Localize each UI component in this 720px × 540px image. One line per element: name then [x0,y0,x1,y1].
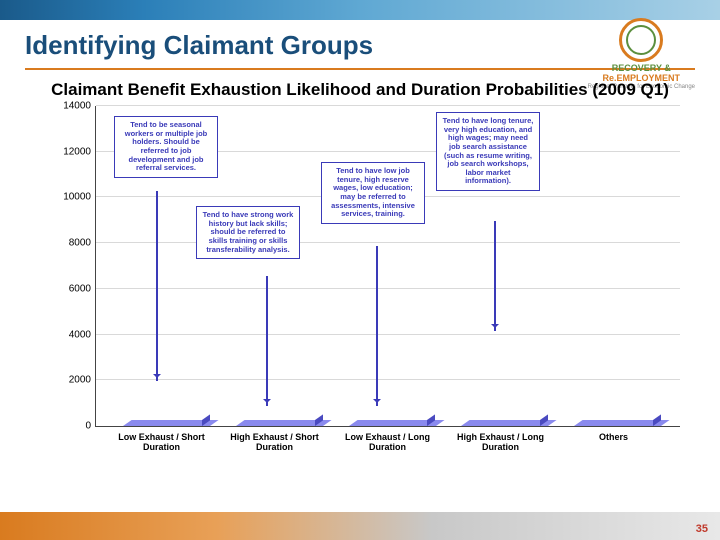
gridline [96,288,680,289]
callout-box: Tend to have long tenure, very high educ… [436,112,540,191]
callout-arrow [156,191,158,381]
x-label: Low Exhaust / Short Duration [105,433,218,453]
chart-title: Claimant Benefit Exhaustion Likelihood a… [40,80,680,100]
callout-box: Tend to have strong work history but lac… [196,206,300,259]
callout-box: Tend to be seasonal workers or multiple … [114,116,218,178]
slide-title: Identifying Claimant Groups [25,30,373,61]
x-label: Low Exhaust / Long Duration [331,433,444,453]
chart-container: Claimant Benefit Exhaustion Likelihood a… [40,80,680,490]
top-gradient-band [0,0,720,20]
y-tick: 6000 [51,283,91,294]
gridline [96,334,680,335]
x-label: High Exhaust / Short Duration [218,433,331,453]
page-number: 35 [696,523,708,535]
y-tick: 2000 [51,375,91,386]
x-label: Others [557,433,670,453]
y-tick: 10000 [51,192,91,203]
logo-rings-icon [619,18,663,62]
gridline [96,242,680,243]
chart-plot-area: 02000400060008000100001200014000Tend to … [95,106,680,427]
bottom-gradient-band [0,512,720,540]
x-axis-labels: Low Exhaust / Short DurationHigh Exhaust… [95,427,680,453]
x-label: High Exhaust / Long Duration [444,433,557,453]
callout-arrow [494,221,496,331]
y-tick: 4000 [51,329,91,340]
slide: Identifying Claimant Groups RECOVERY & R… [0,0,720,540]
y-tick: 0 [51,421,91,432]
gridline [96,105,680,106]
y-tick: 14000 [51,101,91,112]
callout-arrow [376,246,378,406]
callout-arrow [266,276,268,406]
gridline [96,379,680,380]
callout-box: Tend to have low job tenure, high reserv… [321,162,425,224]
y-tick: 12000 [51,146,91,157]
y-tick: 8000 [51,238,91,249]
